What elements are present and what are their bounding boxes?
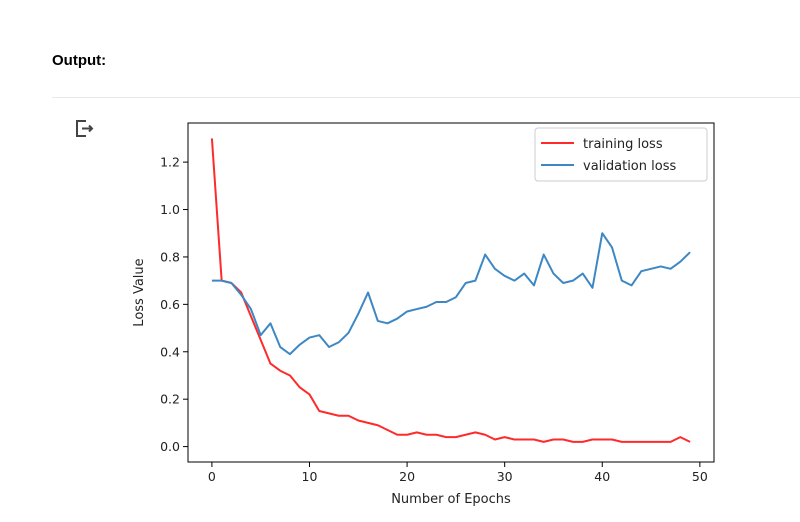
y-tick-label: 1.2 <box>160 155 180 170</box>
plot-lines <box>210 138 691 443</box>
x-tick-label: 20 <box>399 469 415 484</box>
validation-loss-line <box>211 232 691 356</box>
legend: training loss validation loss <box>534 127 708 182</box>
x-tick-label: 50 <box>692 469 708 484</box>
y-tick-label: 1.0 <box>160 202 180 217</box>
legend-label-validation: validation loss <box>583 159 676 174</box>
output-label: Output: <box>52 52 107 69</box>
x-axis: 0 10 20 30 40 50 <box>208 462 708 484</box>
y-tick-label: 0.2 <box>160 392 180 407</box>
legend-box <box>534 127 708 182</box>
x-tick-label: 0 <box>208 469 216 484</box>
x-axis-label: Number of Epochs <box>391 492 511 507</box>
cell-divider <box>52 97 800 98</box>
y-tick-label: 0.0 <box>160 439 180 454</box>
output-redirect-icon[interactable] <box>73 117 95 139</box>
x-tick-label: 40 <box>594 469 610 484</box>
x-tick-label: 30 <box>497 469 513 484</box>
legend-label-training: training loss <box>583 137 663 152</box>
training-loss-line <box>210 138 691 443</box>
y-axis: 0.0 0.2 0.4 0.6 0.8 1.0 1.2 <box>160 155 188 454</box>
x-tick-label: 10 <box>302 469 318 484</box>
y-tick-label: 0.8 <box>160 249 180 264</box>
y-tick-label: 0.6 <box>160 297 180 312</box>
y-tick-label: 0.4 <box>160 344 180 359</box>
y-axis-label: Loss Value <box>132 258 147 326</box>
